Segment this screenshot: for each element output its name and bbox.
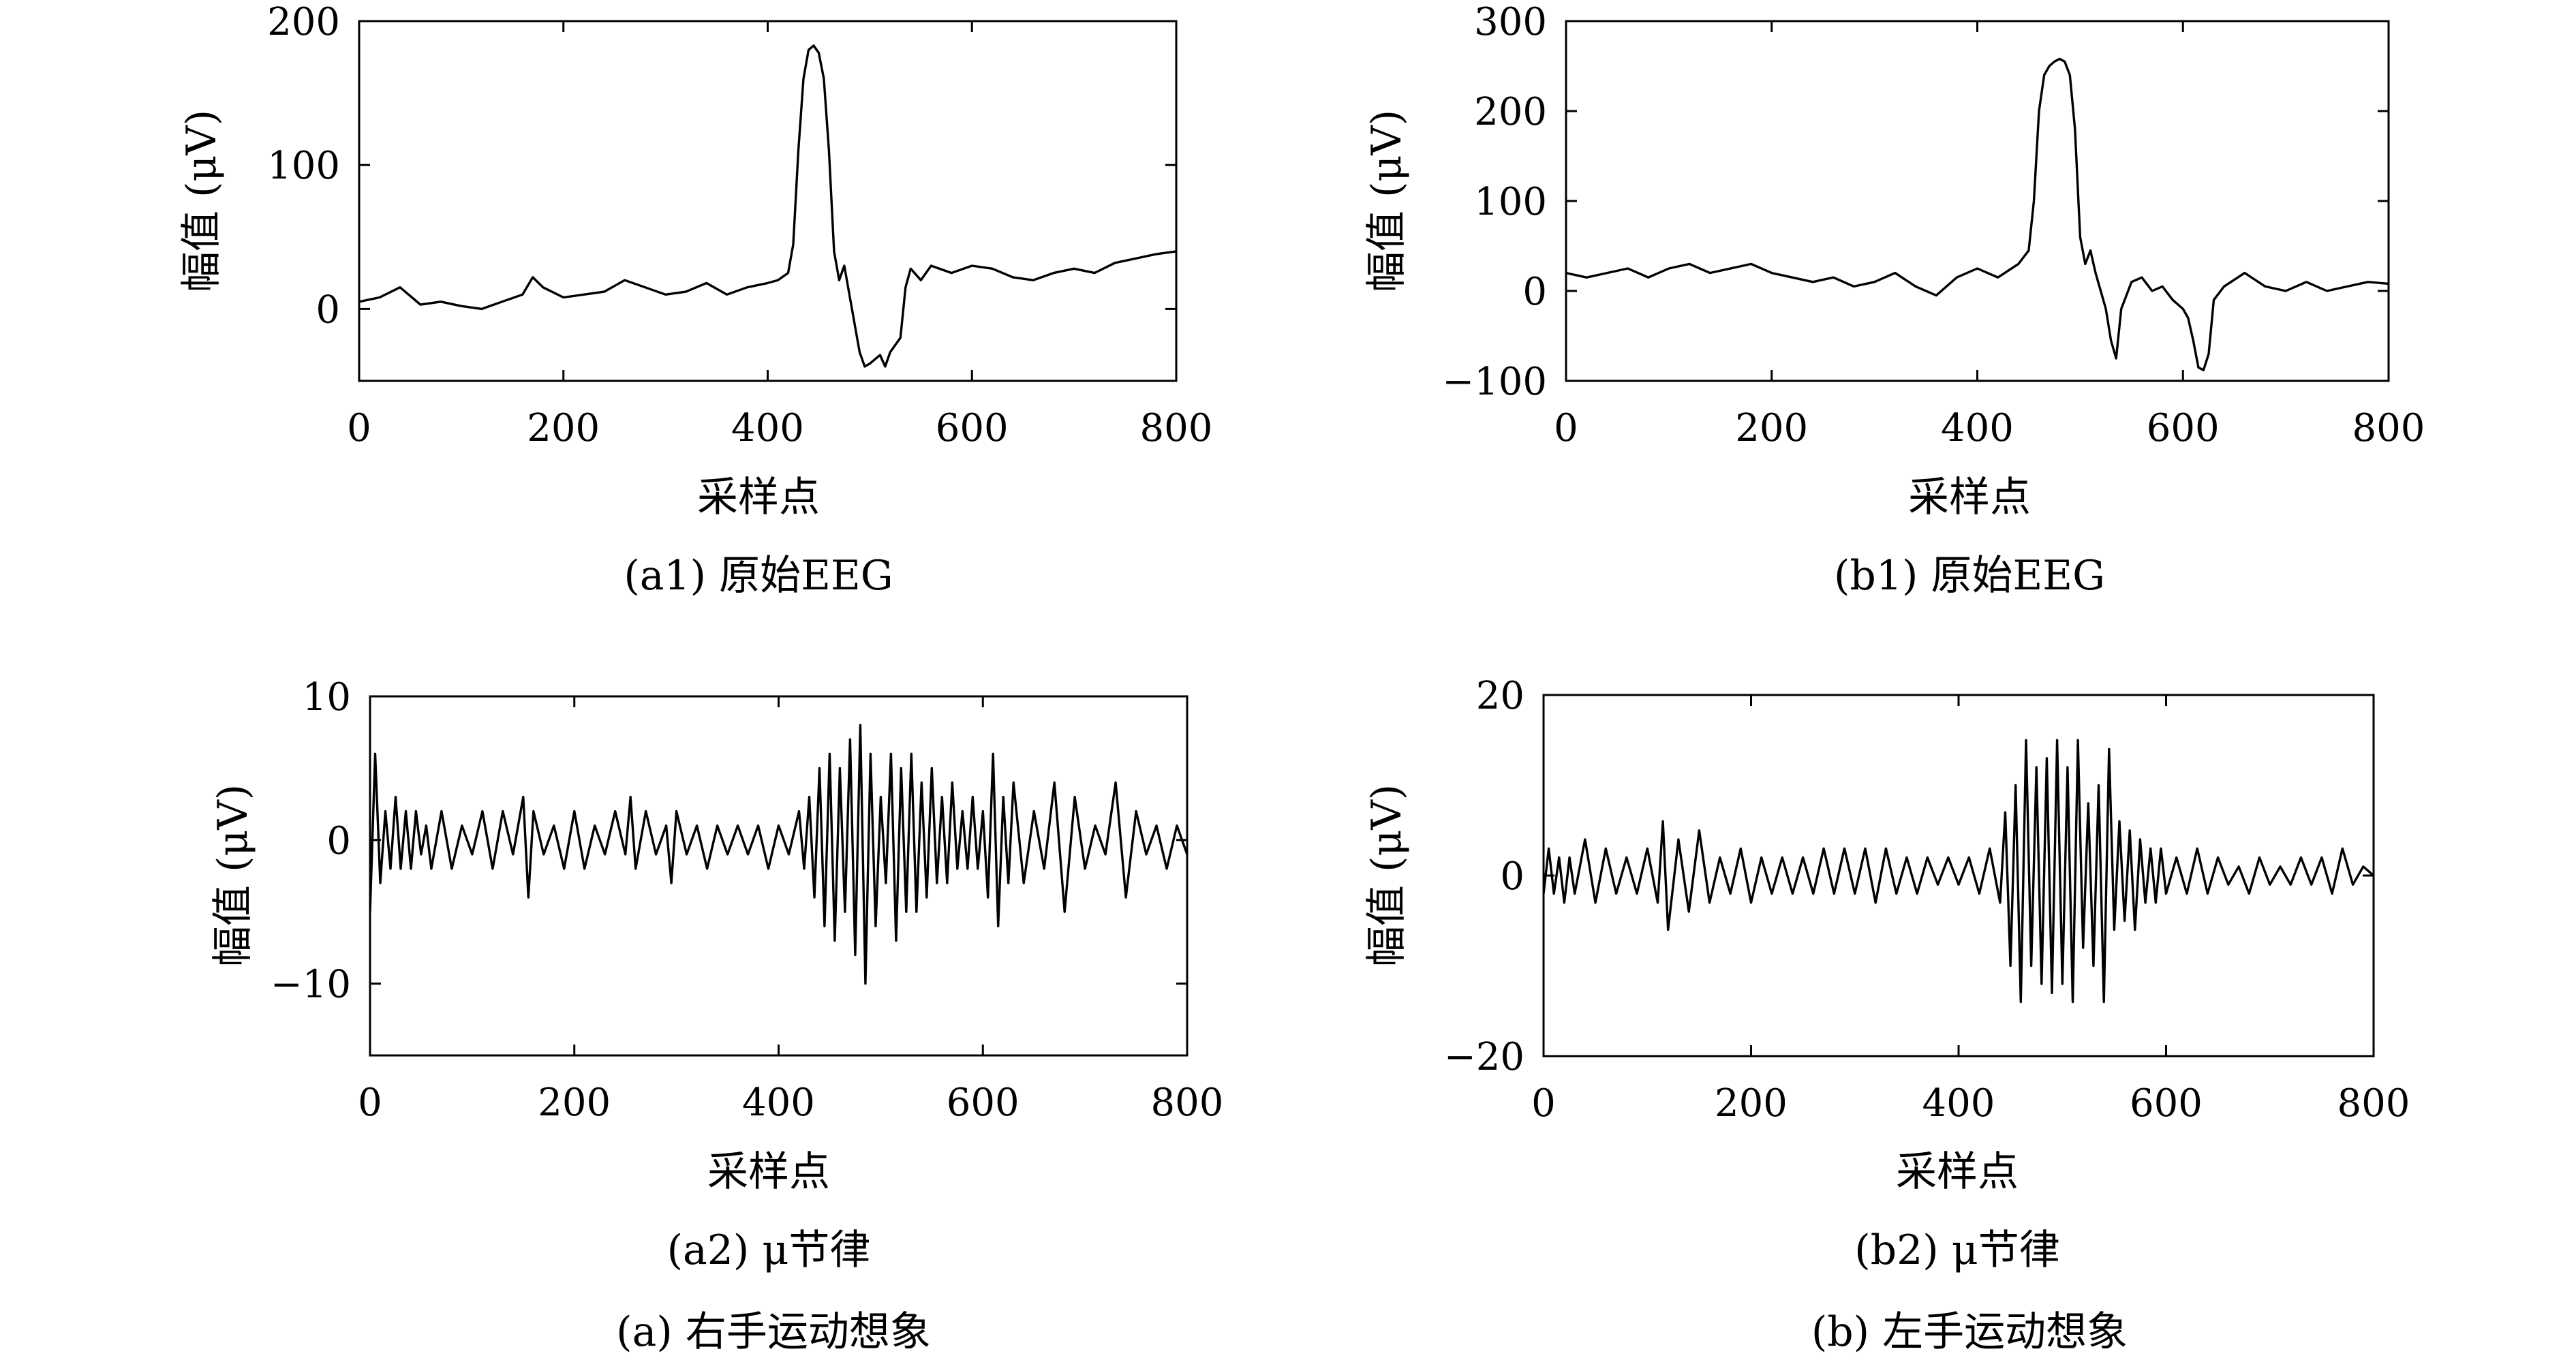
b2-y-tick-label: 20 [1476,674,1524,718]
panel-a1: 0 200 400 600 800 0 100 200 采样点 幅值 (μV) (a1) 原始… [178,0,1212,600]
a2-x-tick-label: 0 [358,1081,382,1125]
a1-x-axis-label: 采样点 [697,474,820,521]
b1-y-tick-label: 0 [1522,270,1547,314]
a1-caption: (a1) 原始EEG [624,552,893,600]
a1-y-tick-label: 0 [316,288,340,332]
b1-x-axis-label: 采样点 [1908,474,2031,521]
b2-axes-frame [1542,694,2375,1057]
b2-plot-area [1544,739,2374,1004]
a2-y-tick-label: −10 [271,963,351,1007]
b2-x-tick-label: 200 [1715,1081,1788,1126]
b2-y-axis-label: 幅值 (μV) [1363,784,1411,967]
b1-x-tick-label: 200 [1735,406,1808,450]
a1-x-tick-label: 0 [347,406,371,450]
group-caption-left-hand: (b) 左手运动想象 [1811,1308,2128,1356]
b1-y-tick-label: 300 [1474,0,1547,44]
b1-plot-area [1566,57,2389,371]
a2-tick-labels: 0 200 400 600 800 −10 0 10 [271,675,1224,1125]
a1-x-tick-label: 400 [731,406,804,450]
a1-plot-area [359,44,1176,368]
panel-a2: 0 200 400 600 800 −10 0 10 采样点 幅值 (μV) (a2) μ节律 [209,675,1223,1274]
b1-caption: (b1) 原始EEG [1834,552,2105,600]
a1-x-tick-label: 600 [936,406,1009,450]
a2-caption: (a2) μ节律 [667,1226,871,1274]
b2-y-tick-label: −20 [1444,1035,1524,1079]
a2-x-axis-label: 采样点 [707,1148,830,1196]
b2-x-axis-label: 采样点 [1896,1148,2019,1196]
a2-ticks [369,695,1189,1055]
a1-x-tick-label: 800 [1140,406,1213,450]
b2-caption: (b2) μ节律 [1854,1226,2059,1274]
a1-y-tick-label: 100 [267,144,340,188]
a2-series-line-0 [370,724,1187,985]
a2-plot-area [370,724,1187,985]
b1-x-tick-label: 600 [2147,406,2220,450]
a1-x-tick-label: 200 [527,406,600,450]
a1-ticks [358,20,1178,381]
b1-x-tick-label: 0 [1554,406,1578,450]
a2-x-tick-label: 400 [742,1081,815,1125]
a2-x-tick-label: 800 [1151,1081,1224,1125]
b1-y-tick-label: 100 [1474,180,1547,224]
b1-y-tick-label: −100 [1442,360,1547,404]
a2-y-tick-label: 10 [303,675,351,720]
a1-y-axis-label: 幅值 (μV) [178,110,226,292]
a1-series-line-0 [359,44,1176,368]
a2-x-tick-label: 600 [947,1081,1019,1125]
b2-x-tick-label: 400 [1922,1081,1995,1126]
b1-axes-frame [1565,20,2390,382]
a2-y-tick-label: 0 [326,819,351,863]
a1-tick-labels: 0 200 400 600 800 0 100 200 [267,0,1212,450]
b1-x-tick-label: 400 [1941,406,2014,450]
b1-series-line-0 [1566,57,2389,371]
b2-x-tick-label: 0 [1531,1081,1556,1126]
a2-y-axis-label: 幅值 (μV) [209,784,257,967]
b1-x-tick-label: 800 [2352,406,2425,450]
b2-series-line-0 [1544,739,2374,1004]
a2-axes-frame [369,695,1189,1057]
b2-x-tick-label: 600 [2130,1081,2203,1126]
a2-x-tick-label: 200 [538,1081,611,1125]
a1-axes-frame [358,20,1178,382]
b1-y-tick-label: 200 [1474,90,1547,134]
a1-y-tick-label: 200 [267,0,340,44]
b1-ticks [1565,20,2390,382]
b1-y-axis-label: 幅值 (μV) [1363,110,1411,292]
group-caption-right-hand: (a) 右手运动想象 [616,1308,931,1356]
b2-ticks [1542,694,2375,1057]
b2-y-tick-label: 0 [1500,854,1524,899]
b2-x-tick-label: 800 [2337,1081,2410,1126]
